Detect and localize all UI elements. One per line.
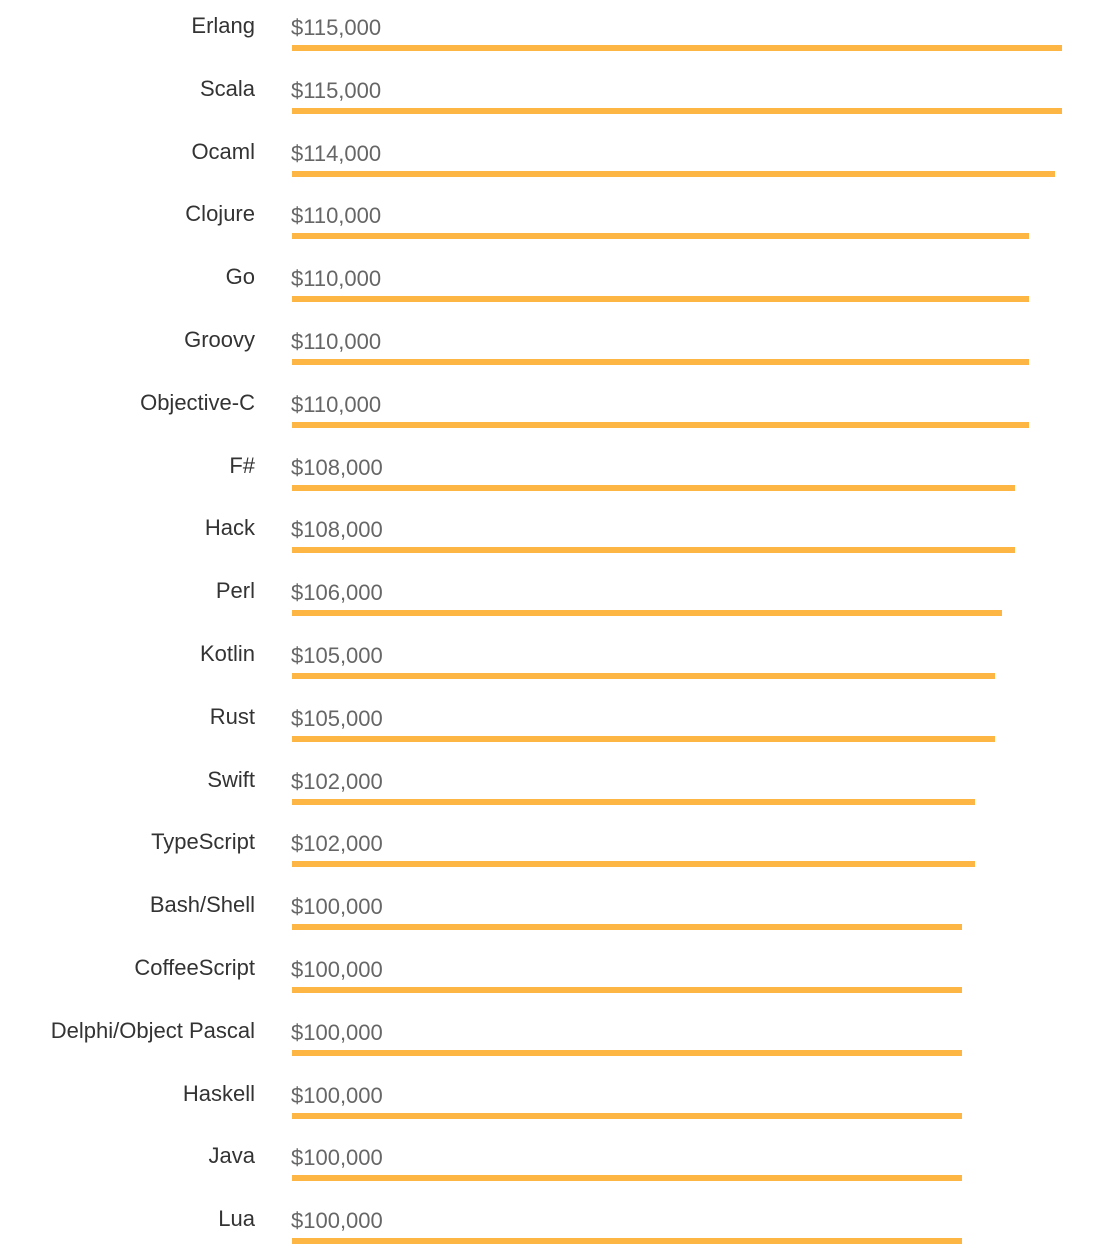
category-label: CoffeeScript bbox=[134, 955, 255, 980]
bar-row: Perl $106,000 bbox=[0, 566, 1104, 628]
bar-row: Groovy $110,000 bbox=[0, 315, 1104, 377]
value-label: $102,000 bbox=[291, 831, 383, 857]
bar bbox=[292, 610, 1002, 617]
bar bbox=[292, 233, 1029, 240]
category-label: Bash/Shell bbox=[149, 892, 255, 918]
value-label: $100,000 bbox=[291, 957, 383, 982]
bar-row: Scala $115,000 bbox=[0, 64, 1104, 126]
bar bbox=[292, 861, 975, 868]
bar bbox=[292, 673, 995, 679]
category-label: Scala bbox=[199, 75, 255, 101]
value-label: $100,000 bbox=[291, 1082, 383, 1108]
bar bbox=[292, 1049, 962, 1056]
bar bbox=[292, 421, 1029, 428]
category-label: Ocaml bbox=[191, 138, 255, 164]
bar-row: TypeScript $102,000 bbox=[0, 817, 1104, 879]
bar bbox=[292, 170, 1055, 177]
category-label: F# bbox=[229, 452, 255, 478]
value-label: $108,000 bbox=[291, 454, 383, 480]
bar-row: Erlang $115,000 bbox=[0, 1, 1104, 63]
value-label: $105,000 bbox=[291, 643, 383, 668]
category-label: Objective-C bbox=[140, 389, 255, 415]
bar bbox=[292, 1175, 962, 1182]
bar-row: Rust $105,000 bbox=[0, 692, 1104, 754]
bar bbox=[292, 798, 975, 805]
bar-row: Bash/Shell $100,000 bbox=[0, 880, 1104, 942]
value-label: $115,000 bbox=[291, 15, 382, 40]
category-label: Lua bbox=[218, 1206, 255, 1232]
value-label: $105,000 bbox=[291, 705, 383, 731]
category-label: Groovy bbox=[184, 327, 255, 352]
value-label: $100,000 bbox=[291, 1019, 383, 1045]
bar-row: Haskell $100,000 bbox=[0, 1069, 1104, 1131]
bar bbox=[292, 987, 962, 993]
bar bbox=[292, 484, 1015, 491]
value-label: $100,000 bbox=[291, 1145, 383, 1171]
bar bbox=[292, 1238, 962, 1245]
value-label: $115,000 bbox=[291, 77, 382, 103]
bar-row: Objective-C $110,000 bbox=[0, 378, 1104, 440]
bar-row: Go $110,000 bbox=[0, 252, 1104, 314]
bar bbox=[292, 107, 1062, 114]
bar bbox=[292, 735, 995, 742]
category-label: Delphi/Object Pascal bbox=[50, 1017, 255, 1043]
bar-row: Clojure $110,000 bbox=[0, 189, 1104, 251]
value-label: $102,000 bbox=[291, 768, 383, 794]
value-label: $110,000 bbox=[291, 329, 382, 354]
bar bbox=[292, 924, 962, 931]
category-label: Perl bbox=[215, 578, 255, 604]
value-label: $100,000 bbox=[291, 1208, 383, 1234]
bar-row: F# $108,000 bbox=[0, 441, 1104, 503]
category-label: Java bbox=[208, 1143, 255, 1169]
bar bbox=[292, 547, 1015, 554]
category-label: Rust bbox=[209, 703, 255, 729]
value-label: $100,000 bbox=[291, 894, 383, 920]
bar bbox=[292, 45, 1062, 51]
bar-row: Delphi/Object Pascal $100,000 bbox=[0, 1006, 1104, 1068]
bar bbox=[292, 296, 1029, 303]
category-label: Go bbox=[225, 264, 255, 290]
value-label: $106,000 bbox=[291, 580, 383, 606]
bar-row: Ocaml $114,000 bbox=[0, 127, 1104, 189]
bar bbox=[292, 359, 1029, 365]
bar-row: Java $100,000 bbox=[0, 1131, 1104, 1193]
value-label: $110,000 bbox=[291, 266, 382, 292]
category-label: Swift bbox=[207, 766, 255, 792]
category-label: Kotlin bbox=[199, 641, 255, 666]
category-label: Clojure bbox=[185, 201, 255, 227]
value-label: $108,000 bbox=[291, 517, 383, 543]
value-label: $110,000 bbox=[291, 203, 382, 229]
value-label: $110,000 bbox=[291, 391, 382, 417]
category-label: Hack bbox=[204, 515, 255, 541]
bar-row: Swift $102,000 bbox=[0, 755, 1104, 817]
bar-row: Kotlin $105,000 bbox=[0, 629, 1104, 691]
category-label: Erlang bbox=[191, 13, 255, 38]
bar-row: CoffeeScript $100,000 bbox=[0, 943, 1104, 1005]
value-label: $114,000 bbox=[291, 140, 382, 166]
bar-row: Hack $108,000 bbox=[0, 503, 1104, 565]
bar bbox=[292, 1112, 962, 1119]
category-label: TypeScript bbox=[151, 829, 255, 855]
bar-row: Lua $100,000 bbox=[0, 1194, 1104, 1256]
category-label: Haskell bbox=[182, 1080, 255, 1106]
